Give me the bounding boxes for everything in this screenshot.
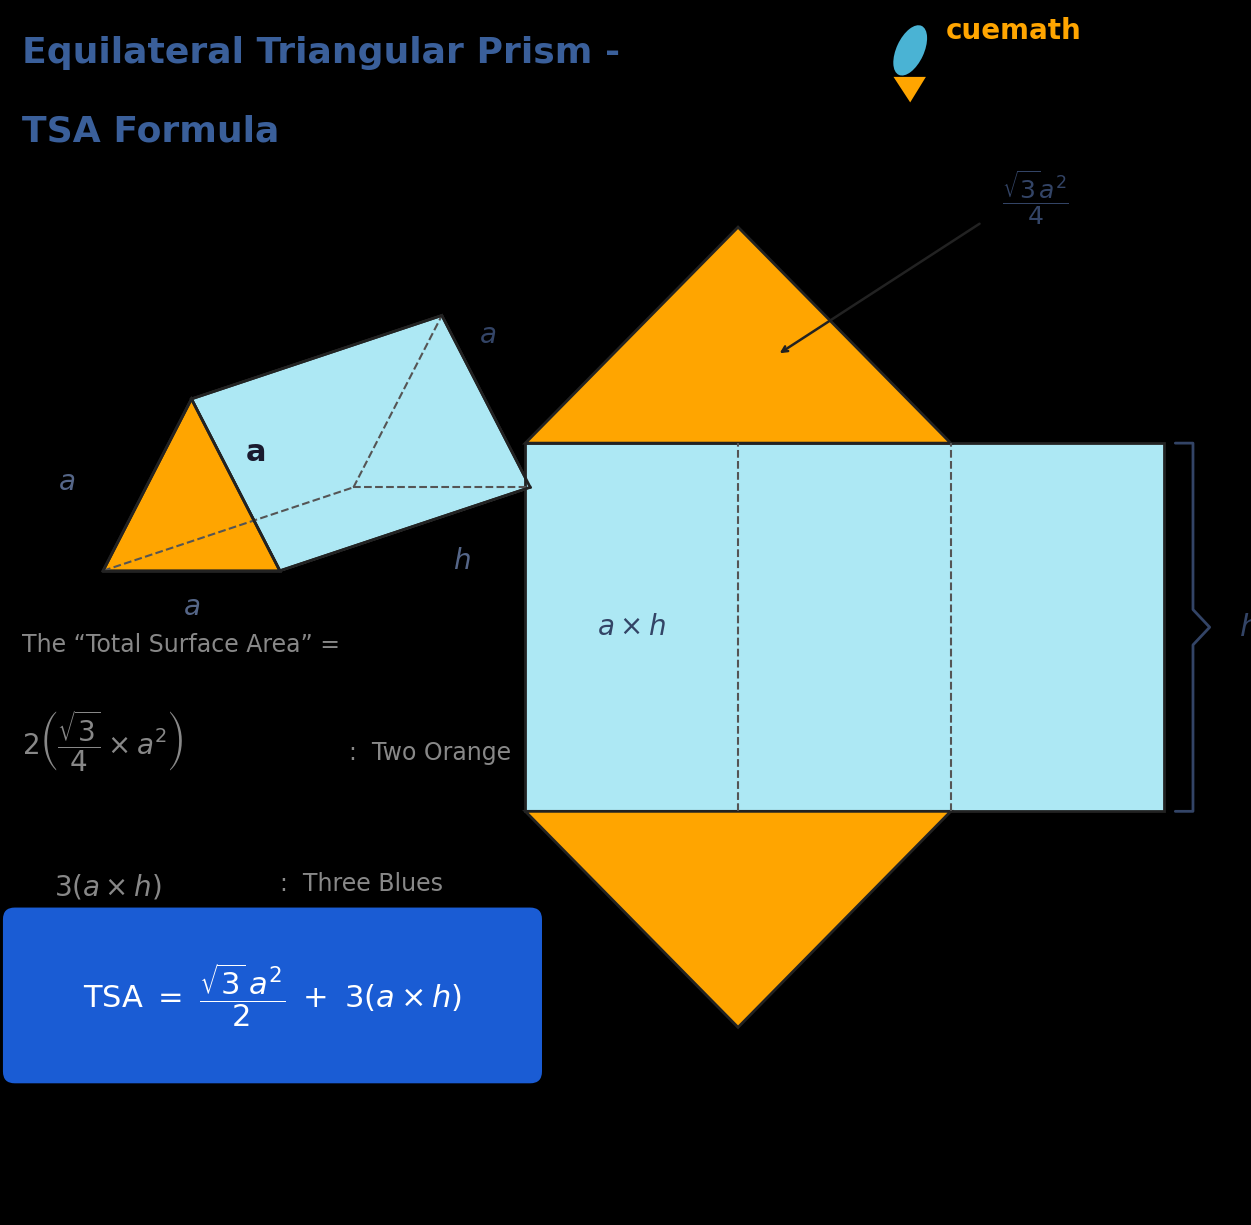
Text: TSA Formula: TSA Formula: [21, 114, 279, 148]
Text: $\mathrm{TSA}\ =\ \dfrac{\sqrt{3}\,a^2}{2}\ +\ 3(a \times h)$: $\mathrm{TSA}\ =\ \dfrac{\sqrt{3}\,a^2}{…: [84, 962, 463, 1029]
Text: The “Total Surface Area” =: The “Total Surface Area” =: [21, 632, 339, 657]
Text: $a$: $a$: [183, 593, 200, 621]
Text: Equilateral Triangular Prism -: Equilateral Triangular Prism -: [21, 36, 619, 70]
Text: $a$: $a$: [479, 321, 497, 349]
Text: cuemath: cuemath: [946, 17, 1081, 45]
Polygon shape: [525, 227, 951, 443]
Polygon shape: [191, 316, 530, 571]
Polygon shape: [893, 77, 926, 103]
Text: :  Three Blues: : Three Blues: [280, 872, 443, 897]
Polygon shape: [103, 399, 280, 571]
Text: :  Two Orange: : Two Orange: [349, 741, 510, 764]
Ellipse shape: [893, 26, 927, 76]
Text: $a$: $a$: [59, 468, 75, 496]
Text: $h$: $h$: [453, 546, 470, 575]
Text: $3(a \times h)$: $3(a \times h)$: [54, 872, 161, 902]
Bar: [525, 443, 1163, 811]
Text: $h$: $h$: [1240, 612, 1251, 642]
Text: $\mathbf{a}$: $\mathbf{a}$: [245, 439, 265, 468]
Text: $\dfrac{\sqrt{3}a^2}{4}$: $\dfrac{\sqrt{3}a^2}{4}$: [1002, 169, 1070, 227]
Text: $a \times h$: $a \times h$: [597, 614, 666, 641]
FancyBboxPatch shape: [3, 908, 542, 1083]
Text: $2\left(\dfrac{\sqrt{3}}{4} \times a^2\right)$: $2\left(\dfrac{\sqrt{3}}{4} \times a^2\r…: [21, 708, 184, 773]
Polygon shape: [191, 316, 530, 571]
Polygon shape: [525, 811, 951, 1028]
